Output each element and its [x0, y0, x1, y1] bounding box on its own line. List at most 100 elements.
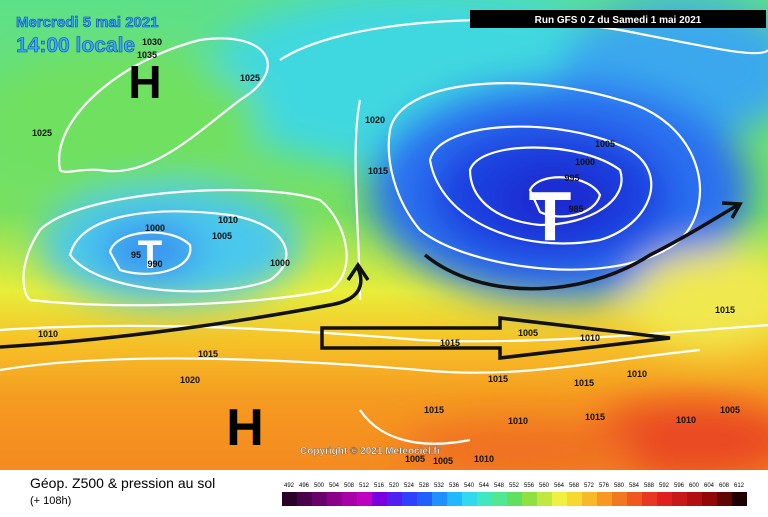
isobar-label: 1000 — [145, 223, 165, 233]
scale-swatch — [282, 492, 297, 506]
isobar-label: 95 — [131, 250, 141, 260]
isobar-label: 1015 — [574, 378, 594, 388]
scale-label: 560 — [539, 483, 550, 489]
scale-label: 528 — [419, 483, 430, 489]
isobar-label: 1015 — [715, 305, 735, 315]
scale-label: 496 — [299, 483, 310, 489]
scale-label: 540 — [464, 483, 475, 489]
run-banner — [470, 10, 766, 28]
scale-swatch — [552, 492, 567, 506]
isobar-label: 1015 — [440, 338, 460, 348]
isobar-label: 1005 — [720, 405, 740, 415]
isobar-label: 1015 — [488, 374, 508, 384]
isobar-label: 1030 — [142, 37, 162, 47]
scale-swatch — [447, 492, 462, 506]
isobar-label: 1010 — [627, 369, 647, 379]
scale-swatch — [612, 492, 627, 506]
scale-label: 588 — [644, 483, 655, 489]
scale-swatch — [357, 492, 372, 506]
scale-label: 492 — [284, 483, 295, 489]
scale-label: 572 — [584, 483, 595, 489]
scale-label: 508 — [344, 483, 355, 489]
scale-swatch — [702, 492, 717, 506]
scale-label: 516 — [374, 483, 385, 489]
copyright: Copyright © 2021 Meteociel.fr — [300, 446, 441, 457]
scale-label: 512 — [359, 483, 370, 489]
isobar-label: 1000 — [270, 258, 290, 268]
scale-label: 568 — [569, 483, 580, 489]
isobar-label: 1010 — [580, 333, 600, 343]
scale-label: 596 — [674, 483, 685, 489]
scale-swatch — [582, 492, 597, 506]
isobar-label: 1010 — [218, 215, 238, 225]
scale-swatch — [732, 492, 747, 506]
scale-label: 600 — [689, 483, 700, 489]
isobar-label: 1015 — [198, 349, 218, 359]
scale-swatch — [672, 492, 687, 506]
isobar-label: 1025 — [32, 128, 52, 138]
scale-swatch — [507, 492, 522, 506]
background — [0, 0, 768, 480]
scale-label: 548 — [494, 483, 505, 489]
scale-swatch — [627, 492, 642, 506]
valid-date: Mercredi 5 mai 2021 — [16, 14, 159, 31]
scale-swatch — [387, 492, 402, 506]
isobar-label: 1025 — [240, 73, 260, 83]
scale-label: 500 — [314, 483, 325, 489]
scale-swatch — [462, 492, 477, 506]
isobar-label: 1015 — [424, 405, 444, 415]
scale-swatch — [297, 492, 312, 506]
scale-label: 520 — [389, 483, 400, 489]
isobar-label: 1010 — [474, 454, 494, 464]
scale-swatch — [402, 492, 417, 506]
pressure-center: T — [529, 177, 572, 255]
scale-swatch — [342, 492, 357, 506]
scale-label: 608 — [719, 483, 730, 489]
scale-label: 592 — [659, 483, 670, 489]
pressure-center: T — [138, 233, 162, 277]
valid-time: 14:00 locale — [16, 34, 135, 57]
isobar-label: 1035 — [137, 50, 157, 60]
scale-swatch — [432, 492, 447, 506]
scale-swatch — [522, 492, 537, 506]
scale-swatch — [327, 492, 342, 506]
scale-label: 536 — [449, 483, 460, 489]
isobar-label: 990 — [147, 259, 162, 269]
scale-swatch — [312, 492, 327, 506]
scale-swatch — [717, 492, 732, 506]
scale-swatch — [372, 492, 387, 506]
scale-swatch — [597, 492, 612, 506]
isobar-label: 1000 — [575, 157, 595, 167]
scale-swatch — [657, 492, 672, 506]
isobar-label: 1010 — [676, 415, 696, 425]
arrows — [0, 201, 743, 360]
isobars — [0, 18, 768, 445]
isobar-label: 1005 — [212, 231, 232, 241]
isobar-label: 1015 — [368, 166, 388, 176]
isobar-label: 1005 — [405, 454, 425, 464]
run-info: Run GFS 0 Z du Samedi 1 mai 2021 — [535, 15, 702, 26]
pressure-center: H — [128, 56, 161, 108]
scale-label: 504 — [329, 483, 340, 489]
isobar-label: 1005 — [518, 328, 538, 338]
scale-label: 532 — [434, 483, 445, 489]
scale-label: 524 — [404, 483, 415, 489]
scale-swatch — [642, 492, 657, 506]
footer-lead: (+ 108h) — [30, 495, 71, 507]
isobar-label: 985 — [568, 204, 583, 214]
scale-label: 552 — [509, 483, 520, 489]
scale-swatch — [417, 492, 432, 506]
scale-label: 564 — [554, 483, 565, 489]
isobar-label: 1005 — [433, 456, 453, 466]
scale-label: 576 — [599, 483, 610, 489]
scale-swatch — [687, 492, 702, 506]
scale-label: 604 — [704, 483, 715, 489]
isobar-label: 1020 — [365, 115, 385, 125]
isobar-label: 1010 — [508, 416, 528, 426]
isobar-label: 995 — [564, 173, 579, 183]
isobar-label: 1010 — [38, 329, 58, 339]
isobar-label: 1020 — [180, 375, 200, 385]
scale-label: 584 — [629, 483, 640, 489]
